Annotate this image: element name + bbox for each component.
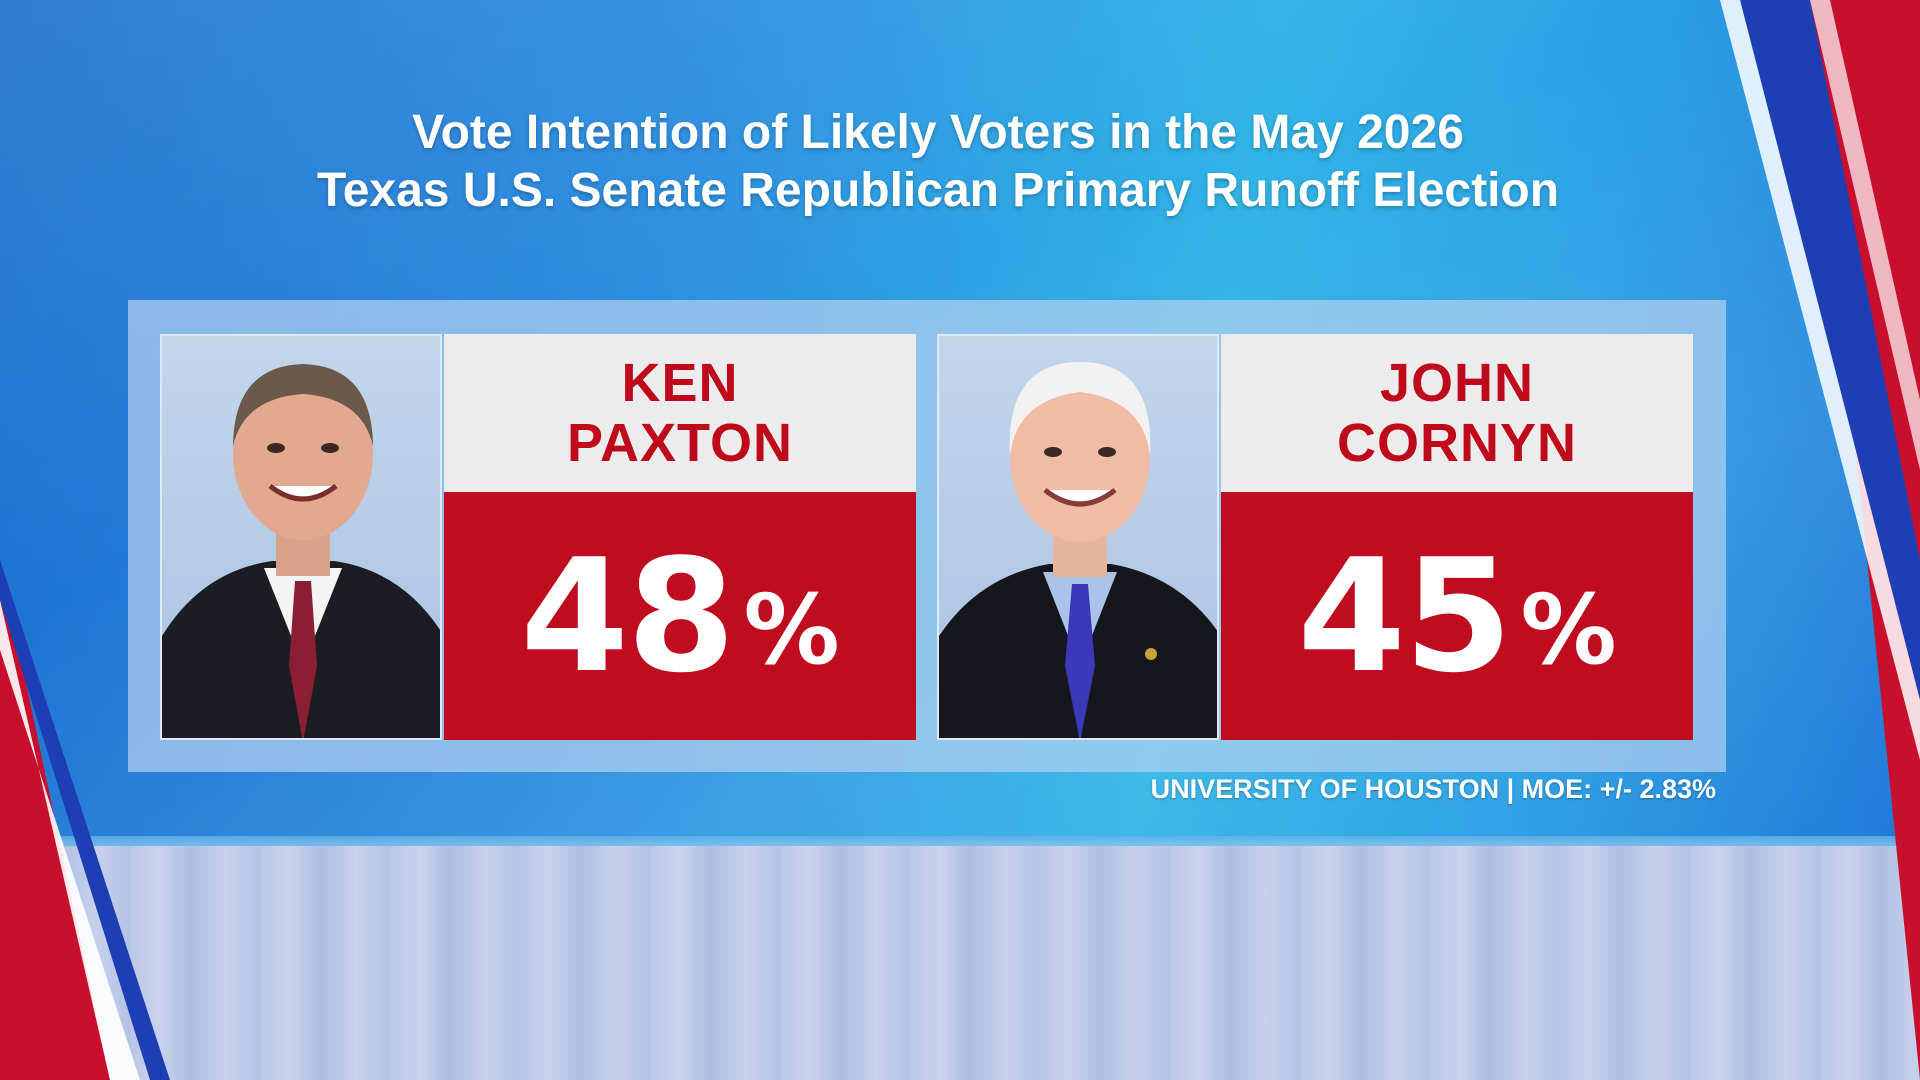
candidate-percent-cornyn: 45 % xyxy=(1221,492,1693,740)
title-line-2: Texas U.S. Senate Republican Primary Run… xyxy=(316,164,1560,217)
title-line-1: Vote Intention of Likely Voters in the M… xyxy=(412,106,1464,159)
candidate-last-name: CORNYN xyxy=(1336,413,1577,473)
candidate-first-name: JOHN xyxy=(1379,353,1535,413)
candidate-percent-paxton: 48 % xyxy=(444,492,916,740)
candidate-first-name: KEN xyxy=(621,353,739,413)
candidate-card-paxton: KEN PAXTON 48 % xyxy=(160,334,916,740)
graphic-title: Vote Intention of Likely Voters in the M… xyxy=(0,104,1876,220)
studio-floor xyxy=(0,846,1920,1080)
percent-sign: % xyxy=(743,574,840,686)
decorative-stripes-right xyxy=(1720,0,1920,1080)
candidate-name-paxton: KEN PAXTON xyxy=(444,334,916,492)
candidate-name-cornyn: JOHN CORNYN xyxy=(1221,334,1693,492)
decorative-stripes-left xyxy=(0,560,170,1080)
candidate-last-name: PAXTON xyxy=(566,413,794,473)
poll-source-line: UNIVERSITY OF HOUSTON | MOE: +/- 2.83% xyxy=(1150,774,1716,804)
portrait-graphic xyxy=(162,364,440,738)
candidate-photo-paxton xyxy=(160,334,442,740)
percent-value: 45 xyxy=(1297,525,1512,707)
stripe-white xyxy=(1720,0,1920,760)
stripe-white-thin xyxy=(1810,0,1920,470)
percent-sign: % xyxy=(1520,574,1617,686)
stripe-blue-left xyxy=(0,560,170,1080)
candidate-photo-cornyn xyxy=(937,334,1219,740)
percent-value: 48 xyxy=(520,525,735,707)
candidate-card-cornyn: JOHN CORNYN 45 % xyxy=(937,334,1693,740)
portrait-graphic xyxy=(939,362,1217,738)
